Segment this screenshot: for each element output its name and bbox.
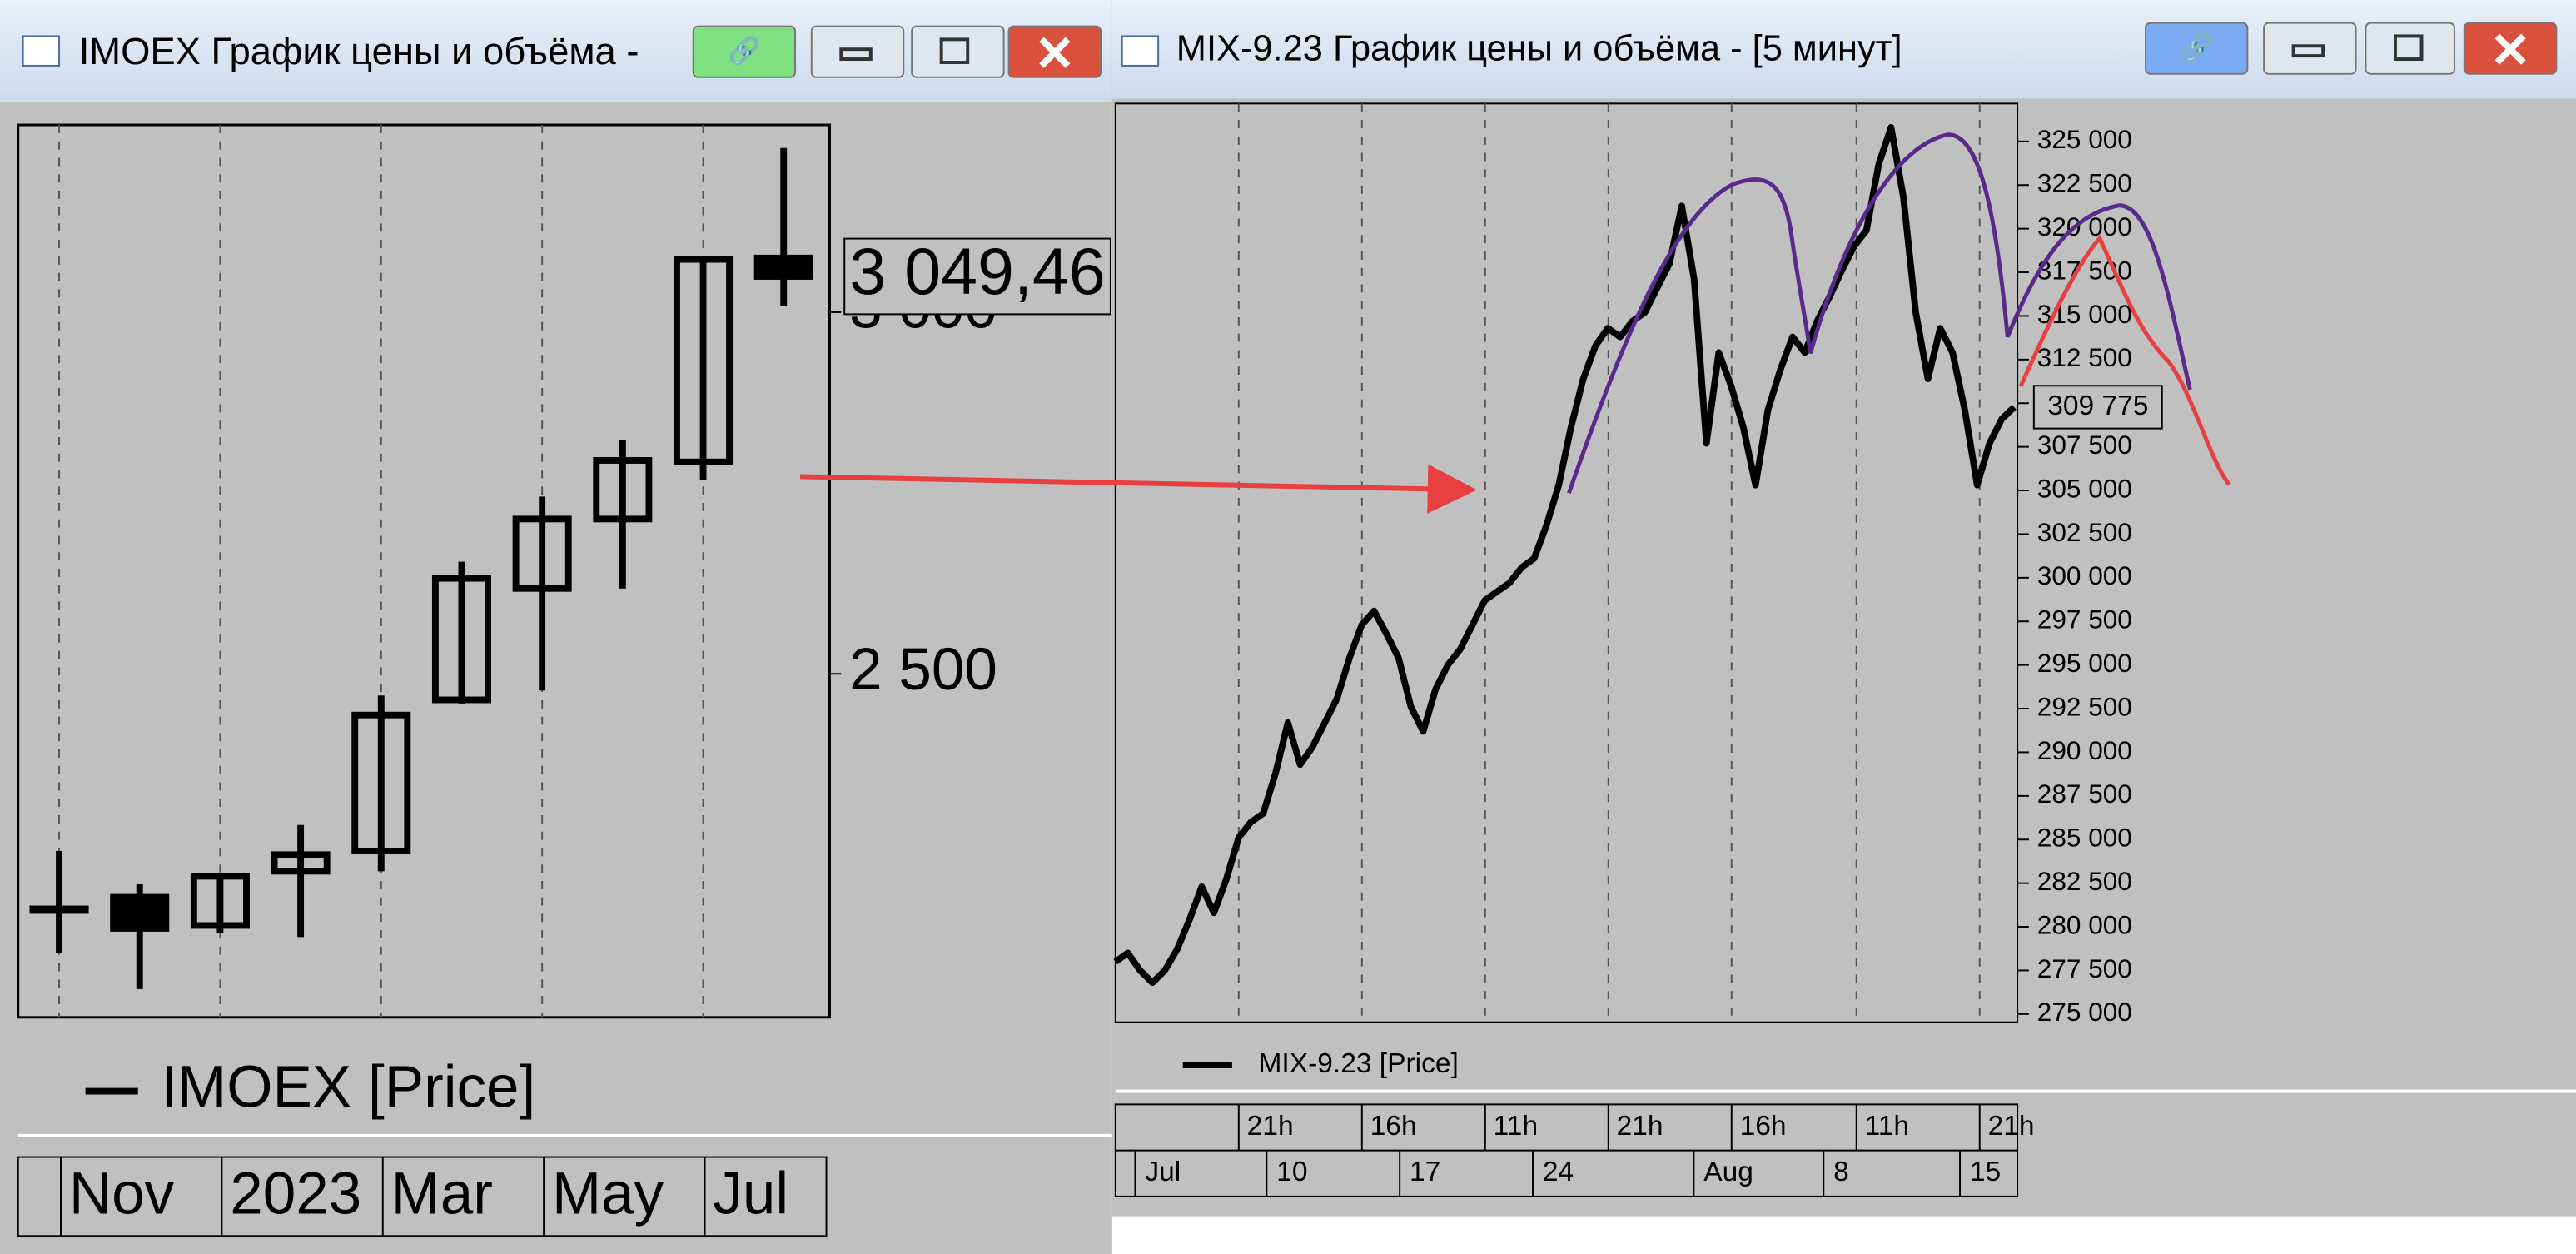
plot-frame [1114,102,2019,1023]
x-tick-label: Aug [1703,1157,1753,1187]
x-tick-label: 15 [1970,1157,2001,1187]
last-value-box [843,237,1111,316]
y-tick-label: 305 000 [2037,473,2132,503]
y-tick-label: 307 500 [2037,430,2132,460]
candle-body [431,575,491,704]
last-value-label: 3 049,46 [849,235,1105,308]
candle-body [512,515,572,592]
last-value-box [2032,385,2163,430]
y-tick-label: 302 500 [2037,517,2132,547]
y-tick-label: 312 500 [2037,342,2132,372]
y-tick-label: 285 000 [2037,823,2132,853]
x-tick-label: 11h [1494,1111,1538,1142]
maximize-button[interactable] [2365,22,2455,75]
link-button[interactable] [692,25,797,78]
y-tick-label: 290 000 [2037,735,2132,765]
last-value-label: 309 775 [2047,391,2148,421]
x-tick-label: 17 [1410,1157,1440,1187]
x-tick-label: May [552,1162,664,1227]
x-tick-label: 21h [1247,1111,1294,1142]
maximize-icon [939,37,970,64]
x-tick-label: Jul [1145,1157,1181,1187]
y-tick-label: 280 000 [2037,909,2132,939]
annotation-curve [2018,234,2231,486]
link-button[interactable] [2145,22,2249,75]
window-right [1111,0,2576,1217]
y-tick-label: 292 500 [2037,691,2132,721]
y-tick-label: 320 000 [2037,211,2132,241]
candle-body [753,254,813,280]
link-icon: 🔗 [2181,32,2213,63]
x-tick-label: Nov [69,1162,175,1227]
x-tick-label: 24 [1543,1157,1574,1187]
y-tick-label: 322 500 [2037,168,2132,198]
minimize-icon [839,47,873,62]
window-title: MIX-9.23 График цены и объёма - [5 минут… [1176,29,1902,69]
y-tick-label: 295 000 [2037,648,2132,678]
legend-label: IMOEX [Price] [161,1054,535,1120]
x-tick-label: 10 [1276,1157,1307,1187]
close-icon [1039,37,1071,68]
x-tick-label: 16h [1740,1111,1787,1142]
candle-body [29,905,89,914]
window-icon [22,35,61,67]
y-tick-label: 275 000 [2037,997,2132,1027]
y-tick-label: 297 500 [2037,605,2132,634]
link-icon: 🔗 [728,35,760,67]
y-tick-label: 300 000 [2037,560,2132,590]
x-tick-label: 16h [1370,1111,1417,1142]
candle-body [110,893,170,932]
candle-body [190,873,250,929]
annotation-curve [1567,132,2192,494]
candle-body [593,457,653,523]
y-tick-label: 2 500 [849,637,997,703]
x-tick-label: 21h [1988,1111,2035,1142]
maximize-button[interactable] [911,25,1005,78]
x-axis-frame [17,1156,828,1237]
x-tick-label: 8 [1833,1157,1849,1187]
legend-label: MIX-9.23 [Price] [1258,1048,1458,1079]
candle-body [271,851,331,875]
minimize-button[interactable] [2263,22,2357,75]
plot-frame [17,123,831,1019]
price-line [1113,124,2017,987]
maximize-icon [2393,34,2424,62]
window-icon [1121,35,1160,67]
close-icon [2494,33,2526,65]
y-tick-label: 282 500 [2037,866,2132,896]
candle-body [674,256,734,465]
x-tick-label: 11h [1865,1111,1909,1142]
minimize-icon [2291,44,2325,58]
minimize-button[interactable] [810,25,905,78]
annotation-arrow [799,464,1477,514]
x-tick-label: 21h [1617,1111,1663,1142]
y-tick-label: 287 500 [2037,779,2132,809]
x-tick-label: Mar [391,1162,493,1227]
window-title: IMOEX График цены и объёма - [79,30,639,72]
x-tick-label: 2023 [230,1162,361,1227]
candle-body [351,711,411,854]
y-tick-label: 277 500 [2037,953,2132,983]
x-tick-label: Jul [713,1162,788,1227]
y-tick-label: 325 000 [2037,124,2132,154]
window-left [0,0,1112,1254]
